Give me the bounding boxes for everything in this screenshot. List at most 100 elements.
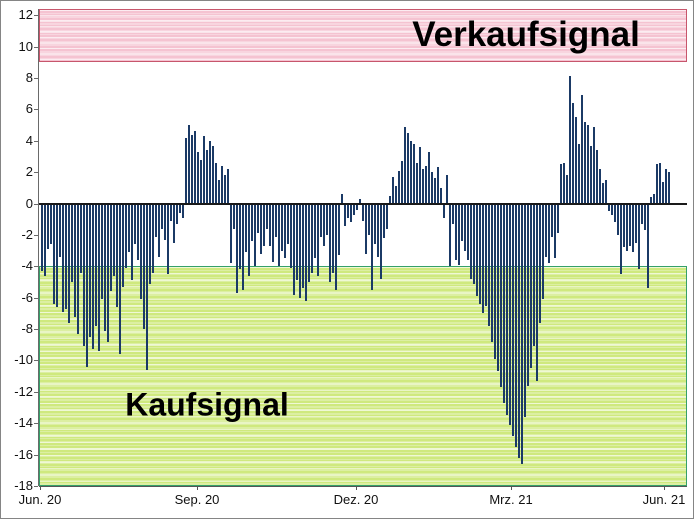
- bar: [266, 203, 268, 229]
- bar: [452, 203, 454, 224]
- bar: [95, 203, 97, 326]
- y-tick-mark: [34, 109, 38, 111]
- bar: [116, 203, 118, 308]
- bar: [623, 203, 625, 248]
- bar: [458, 203, 460, 265]
- bar: [617, 203, 619, 235]
- bar: [602, 183, 604, 204]
- bar: [653, 194, 655, 204]
- bar: [620, 203, 622, 275]
- y-tick-label: 10: [18, 38, 33, 54]
- bar: [137, 203, 139, 261]
- bar: [98, 203, 100, 352]
- bar: [374, 203, 376, 245]
- bar: [215, 162, 217, 204]
- bar: [86, 203, 88, 367]
- bar: [425, 165, 427, 204]
- bar: [548, 203, 550, 264]
- bar: [377, 203, 379, 257]
- bar: [314, 203, 316, 259]
- bar: [347, 203, 349, 218]
- bar: [635, 203, 637, 243]
- bar: [269, 203, 271, 246]
- bar: [437, 167, 439, 204]
- bar: [107, 203, 109, 342]
- y-tick-mark: [34, 266, 38, 268]
- bar: [626, 203, 628, 251]
- bar: [206, 150, 208, 204]
- bar: [656, 164, 658, 204]
- bar: [362, 203, 364, 221]
- y-tick-mark: [34, 203, 38, 205]
- bar: [158, 203, 160, 257]
- bar: [479, 203, 481, 304]
- bar: [611, 203, 613, 215]
- bar: [242, 203, 244, 290]
- y-tick-mark: [34, 46, 38, 48]
- y-tick-mark: [34, 360, 38, 362]
- bar: [485, 203, 487, 306]
- bar: [446, 175, 448, 204]
- bar: [644, 203, 646, 231]
- bar: [590, 145, 592, 204]
- bar: [524, 203, 526, 417]
- bar: [128, 203, 130, 253]
- y-tick-label: 2: [25, 164, 33, 180]
- bar: [578, 143, 580, 204]
- bar: [191, 134, 193, 204]
- zero-axis-line: [39, 202, 687, 205]
- bar: [230, 203, 232, 264]
- bar: [461, 203, 463, 242]
- bar: [74, 203, 76, 317]
- bar: [515, 203, 517, 447]
- x-tick-mark: [40, 486, 41, 490]
- x-tick-mark: [197, 486, 198, 490]
- bar: [47, 203, 49, 250]
- y-tick-label: 8: [25, 70, 33, 86]
- y-tick-label: -8: [21, 321, 33, 337]
- bar: [227, 169, 229, 204]
- bar: [554, 203, 556, 259]
- bar: [329, 203, 331, 283]
- bar: [203, 136, 205, 204]
- bar: [125, 203, 127, 268]
- bar: [665, 169, 667, 204]
- bar: [65, 203, 67, 309]
- bar: [185, 137, 187, 204]
- bar: [434, 178, 436, 204]
- y-tick-label: 12: [18, 7, 33, 23]
- bar: [596, 150, 598, 204]
- y-tick-mark: [34, 329, 38, 331]
- bar: [188, 125, 190, 204]
- bar: [296, 203, 298, 281]
- bar: [536, 203, 538, 381]
- bar: [587, 125, 589, 204]
- bar: [197, 151, 199, 204]
- bar: [563, 162, 565, 204]
- bar: [443, 203, 445, 218]
- y-tick-label: -18: [14, 478, 33, 493]
- bar: [389, 195, 391, 204]
- bar: [416, 162, 418, 204]
- bar: [482, 203, 484, 314]
- bar: [77, 203, 79, 334]
- bar: [368, 203, 370, 235]
- bar: [527, 203, 529, 386]
- bar: [143, 203, 145, 330]
- bar: [512, 203, 514, 436]
- bar: [218, 180, 220, 204]
- sell-zone-band: [39, 9, 687, 63]
- bar: [194, 131, 196, 204]
- bar: [380, 203, 382, 279]
- bar: [281, 203, 283, 251]
- bar: [350, 203, 352, 223]
- y-tick-mark: [34, 78, 38, 80]
- x-tick-label: Sep. 20: [174, 492, 220, 507]
- bar: [245, 203, 247, 253]
- bar: [44, 203, 46, 276]
- bar: [599, 169, 601, 204]
- bar: [275, 203, 277, 237]
- bar: [359, 198, 361, 204]
- bar: [302, 203, 304, 289]
